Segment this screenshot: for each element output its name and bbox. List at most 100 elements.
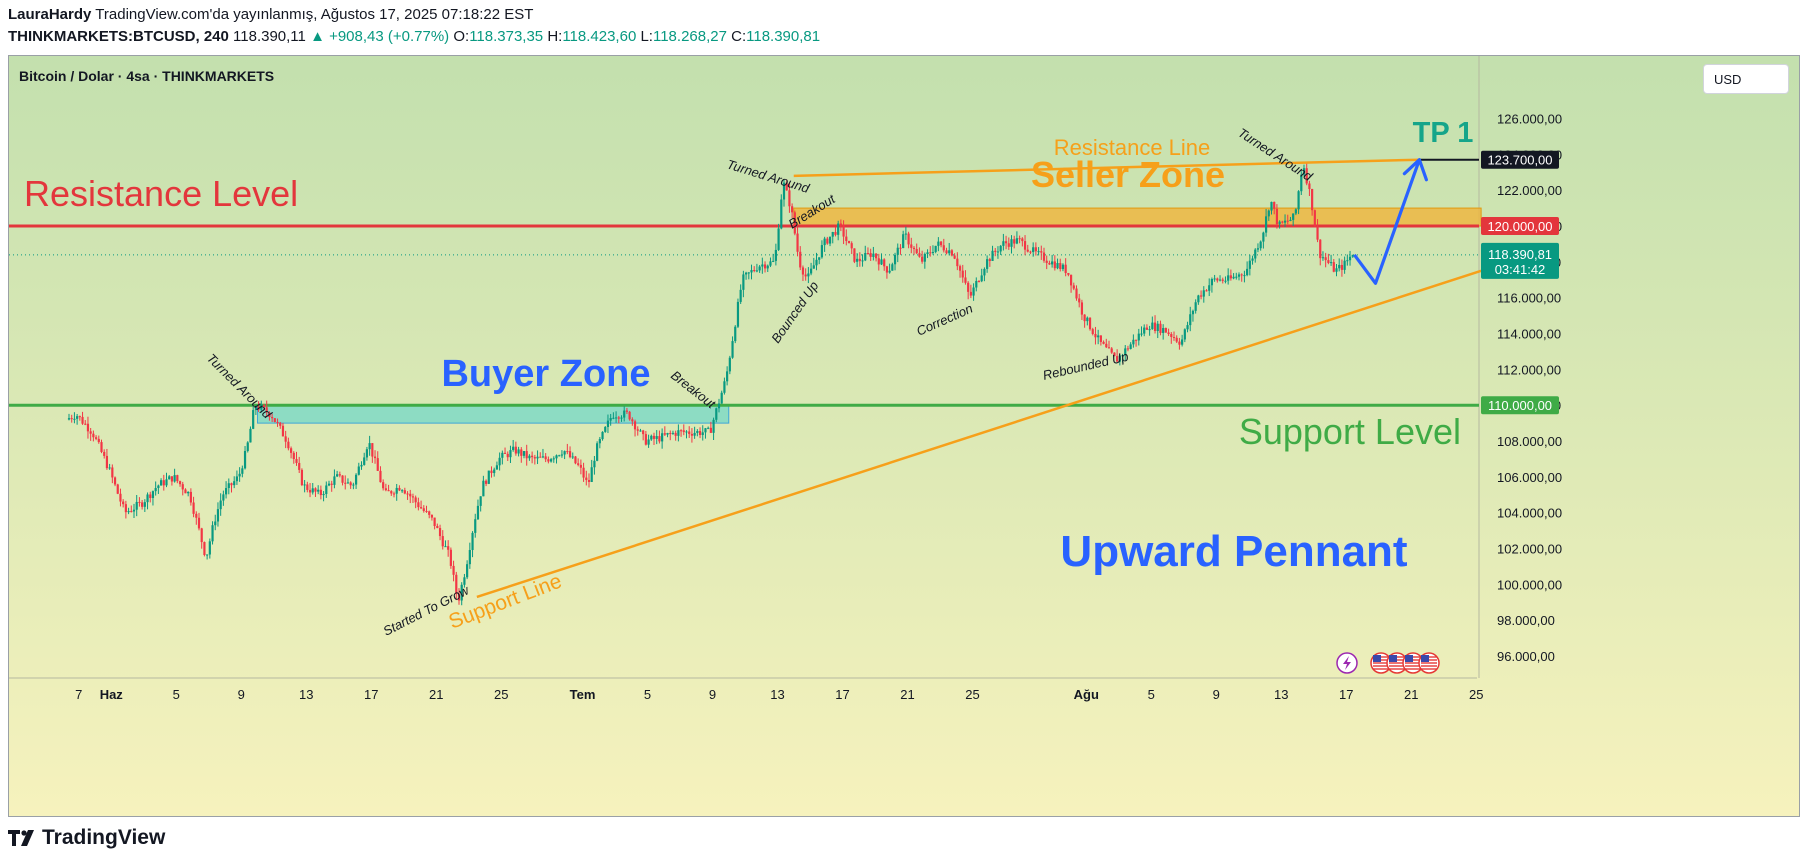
candle-body <box>168 476 171 480</box>
candle <box>141 500 144 510</box>
candle-body <box>457 594 461 601</box>
candle-body <box>625 410 629 412</box>
candle-body <box>1124 348 1127 356</box>
candle-body <box>279 422 282 426</box>
x-tick-label: 21 <box>1404 687 1418 702</box>
candle <box>260 400 263 413</box>
candle-body <box>807 273 810 277</box>
candle <box>86 416 90 439</box>
candle <box>1302 164 1306 177</box>
candle <box>419 500 423 510</box>
candle-body <box>368 443 371 450</box>
candle <box>1015 231 1019 245</box>
candle-body <box>945 250 948 254</box>
candle-body <box>260 405 263 410</box>
candle <box>690 428 694 443</box>
candle-body <box>655 436 658 439</box>
candle-body <box>490 470 493 474</box>
candle <box>1281 220 1284 224</box>
candle <box>170 476 174 486</box>
candle-body <box>1194 302 1197 311</box>
tradingview-logo[interactable]: TradingView <box>8 826 165 850</box>
candle <box>763 261 767 273</box>
candle-body <box>395 487 398 494</box>
candle <box>1321 251 1325 261</box>
candle-body <box>1316 226 1319 240</box>
projection-path <box>1353 159 1421 285</box>
candle <box>184 488 187 494</box>
candle <box>1023 235 1027 256</box>
candle <box>1224 276 1227 284</box>
candle <box>544 453 547 463</box>
candle-body <box>1053 261 1056 269</box>
candle <box>669 430 672 441</box>
candle <box>457 588 461 605</box>
author-name[interactable]: LauraHardy <box>8 6 92 23</box>
currency-button[interactable]: USD <box>1703 64 1789 94</box>
candle-body <box>896 247 899 255</box>
candle-body <box>633 421 637 430</box>
candle <box>994 248 997 257</box>
candle-body <box>782 182 786 200</box>
candle <box>698 427 702 439</box>
candle <box>1346 254 1349 266</box>
candle-body <box>555 455 558 459</box>
y-tick-label: 114.000,00 <box>1497 327 1561 342</box>
candle <box>97 435 100 444</box>
candle <box>243 446 247 470</box>
x-tick-label: 9 <box>238 687 245 702</box>
candle <box>1243 270 1246 283</box>
candle-body <box>103 451 106 456</box>
candle-body <box>92 433 95 438</box>
candle-body <box>257 406 260 410</box>
candle-body <box>918 253 921 257</box>
candle-body <box>907 233 910 245</box>
candle <box>289 446 293 459</box>
candle-body <box>86 423 90 432</box>
chart-panel[interactable]: 96.000,00 98.000,00 100.000,00 102.000,00 10… <box>8 55 1800 817</box>
candle <box>94 435 98 441</box>
candle <box>666 432 669 438</box>
candle <box>197 512 201 531</box>
candle-body <box>509 450 512 458</box>
candle <box>103 449 106 459</box>
x-tick-label: 17 <box>1339 687 1353 702</box>
candle-body <box>818 257 821 260</box>
candle <box>300 468 304 487</box>
candle <box>1283 214 1287 228</box>
candle <box>1178 337 1181 350</box>
candle-body <box>850 243 853 249</box>
candle-body <box>585 477 588 480</box>
candle-body <box>967 282 970 292</box>
candle <box>262 403 266 410</box>
candle-body <box>162 480 165 486</box>
candle-body <box>693 432 696 436</box>
candle <box>336 470 339 478</box>
candle-body <box>146 494 149 503</box>
candle <box>1264 208 1268 237</box>
candle-body <box>866 253 870 255</box>
candle-body <box>113 477 117 485</box>
candle-body <box>130 511 133 513</box>
candle <box>1181 334 1184 347</box>
candle <box>1300 171 1303 196</box>
candle <box>241 465 244 478</box>
candle-body <box>842 224 845 237</box>
candle-body <box>365 449 369 458</box>
candle <box>1118 354 1121 366</box>
candle <box>1026 244 1029 253</box>
candle-body <box>1107 347 1111 349</box>
candle <box>344 475 347 490</box>
candle-body <box>265 407 268 413</box>
candle <box>1064 258 1067 277</box>
candle <box>931 245 935 255</box>
candle-body <box>793 212 796 234</box>
candle-body <box>289 448 293 453</box>
candle <box>975 277 978 292</box>
candle <box>633 419 637 437</box>
price-chart[interactable]: 96.000,00 98.000,00 100.000,00 102.000,00 10… <box>9 56 1799 816</box>
candle-body <box>216 509 220 522</box>
candle-body <box>934 245 937 252</box>
candle-body <box>958 266 962 271</box>
candle <box>590 459 593 483</box>
